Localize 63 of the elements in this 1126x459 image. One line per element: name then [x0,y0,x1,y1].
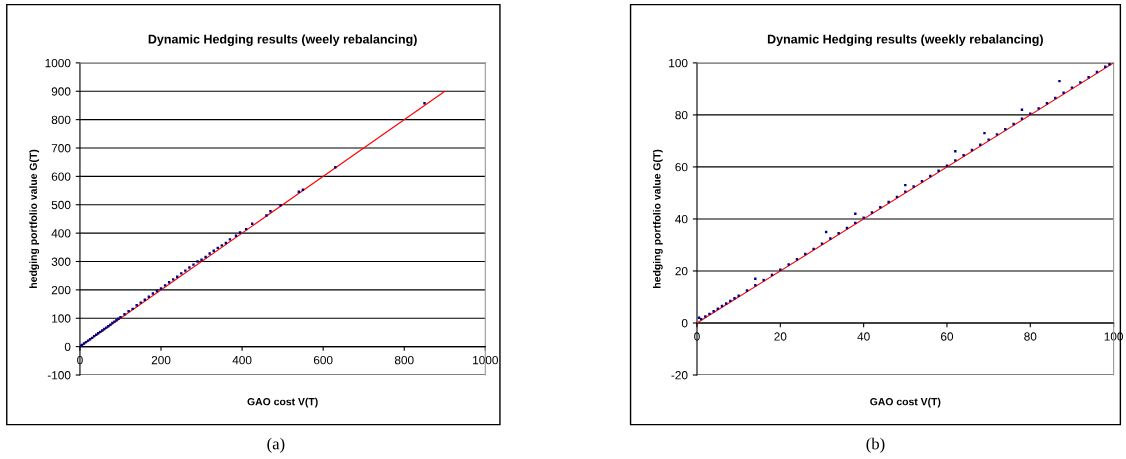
y-tick-label: 100 [669,58,688,68]
point [279,204,282,207]
point [184,269,187,272]
x-tick-label: 800 [394,355,414,365]
chart-title: Dynamic Hedging results (weely rebalancing) [148,34,417,47]
y-tick-label: 80 [675,110,688,120]
y-tick-label: 500 [51,200,71,210]
point [163,284,167,287]
point [228,238,232,241]
x-tick-label: 80 [1024,332,1037,341]
chart-title: Dynamic Hedging results (weekly rebalancing) [767,34,1043,47]
text: (a) [267,437,285,453]
point [269,210,272,213]
y-tick-label: 600 [51,172,71,181]
x-tick-label: 600 [313,355,333,365]
point [192,263,195,266]
y-tick-label: 200 [51,285,71,295]
y-tick-label: 100 [52,314,71,323]
point [127,309,130,313]
y-tick-label: 800 [51,115,71,125]
point [135,304,138,307]
y-tick-label: -20 [671,371,688,380]
point [171,278,175,281]
point [131,307,134,311]
y-tick-label: 1000 [45,58,71,68]
point [151,292,155,295]
point [159,287,163,290]
y-tick-label: 700 [51,144,71,153]
point [208,252,211,255]
y-tick-label: 20 [675,267,688,276]
x-tick-label: 20 [774,332,787,341]
point [147,295,151,298]
x-tick-label: 1000 [473,355,498,365]
point [238,231,242,234]
y-tick-label: 40 [675,214,688,224]
point [123,313,126,316]
y-tick-label: -100 [47,371,71,380]
y-axis-title: hedging portfolio value G(T) [652,149,663,288]
y-tick-label: 900 [51,87,71,96]
text: (b) [866,437,885,453]
y-tick-label: 0 [681,319,688,328]
x-axis-title: GAO cost V(T) [247,397,318,408]
y-axis-title: hedging portfolio value G(T) [29,149,40,288]
x-tick-label: 200 [151,355,171,365]
y-tick-label: 0 [64,342,71,352]
point [139,301,142,304]
point [234,234,238,237]
y-tick-label: 400 [51,229,71,238]
point [265,214,268,217]
point [188,266,191,269]
point [196,260,199,263]
point [180,272,183,275]
point [423,101,426,105]
y-tick-label: 300 [51,257,71,266]
x-tick-label: 40 [857,332,870,341]
point [220,244,224,247]
x-axis-title: GAO cost V(T) [870,397,941,408]
point [200,258,203,262]
point [204,255,207,259]
x-tick-label: 400 [232,355,252,365]
y-tick-label: 60 [675,162,688,172]
point [334,166,337,169]
x-tick-label: 60 [941,332,954,341]
